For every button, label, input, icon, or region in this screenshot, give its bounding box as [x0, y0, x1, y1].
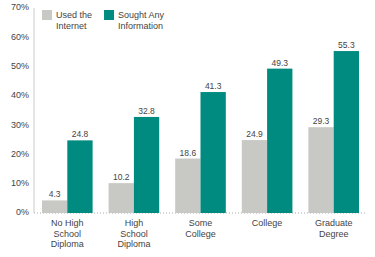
bar [134, 117, 159, 213]
text-line: Graduate [315, 218, 353, 228]
bar [308, 127, 333, 213]
text-line: Sought Any [118, 10, 165, 20]
y-tick-label: 40% [11, 90, 29, 100]
data-label: 41.3 [205, 81, 222, 91]
text-line: Degree [319, 229, 349, 239]
y-tick-label: 20% [11, 149, 29, 159]
y-tick-label: 30% [11, 120, 29, 130]
data-label: 24.8 [72, 129, 89, 139]
x-tick-label: No HighSchoolDiploma [51, 218, 84, 249]
chart-container: 0% 10% 20% 30% 40% 50% 60% 70% 4.3 10.2 18.6 24.9 29… [0, 0, 375, 257]
bar [67, 140, 92, 213]
y-tick-label: 10% [11, 178, 29, 188]
legend: Used theInternet Sought AnyInformation [42, 10, 165, 31]
data-label: 18.6 [180, 148, 197, 158]
chart: 0% 10% 20% 30% 40% 50% 60% 70% 4.3 10.2 18.6 24.9 29… [0, 0, 375, 257]
bars [42, 51, 359, 213]
text-line: College [185, 229, 216, 239]
x-tick-label: College [252, 218, 283, 228]
data-label: 49.3 [271, 58, 288, 68]
data-label: 4.3 [49, 189, 61, 199]
bar [42, 200, 67, 213]
x-tick-label: SomeCollege [185, 218, 216, 239]
data-label: 10.2 [113, 172, 130, 182]
bar [242, 140, 267, 213]
data-label: 24.9 [246, 129, 263, 139]
text-line: High [125, 218, 144, 228]
bar [175, 159, 200, 213]
text-line: Used the [56, 10, 92, 20]
legend-label: Sought AnyInformation [118, 10, 165, 31]
y-tick-label: 70% [11, 2, 29, 12]
text-line: No High [51, 218, 84, 228]
bar [334, 51, 359, 213]
x-tick-label: GraduateDegree [315, 218, 353, 239]
y-tick-label: 60% [11, 32, 29, 42]
data-label: 55.3 [338, 40, 355, 50]
legend-swatch [42, 10, 52, 20]
data-labels: 4.3 10.2 18.6 24.9 29.3 24.8 32.8 41.3 49.3 55.3 [49, 40, 355, 199]
bar [201, 92, 226, 213]
text-line: College [252, 218, 283, 228]
data-label: 32.8 [138, 106, 155, 116]
bar [267, 69, 292, 213]
y-tick-label: 50% [11, 61, 29, 71]
y-axis-line [34, 8, 35, 213]
y-tick-label: 0% [16, 207, 29, 217]
text-line: Some [189, 218, 213, 228]
legend-label: Used theInternet [56, 10, 92, 31]
text-line: Internet [56, 21, 87, 31]
legend-swatch [104, 10, 114, 20]
text-line: School [54, 229, 82, 239]
text-line: School [120, 229, 148, 239]
data-label: 29.3 [313, 116, 330, 126]
text-line: Diploma [117, 239, 150, 249]
text-line: Information [118, 21, 163, 31]
text-line: Diploma [51, 239, 84, 249]
x-tick-label: HighSchoolDiploma [117, 218, 150, 249]
bar [109, 183, 134, 213]
